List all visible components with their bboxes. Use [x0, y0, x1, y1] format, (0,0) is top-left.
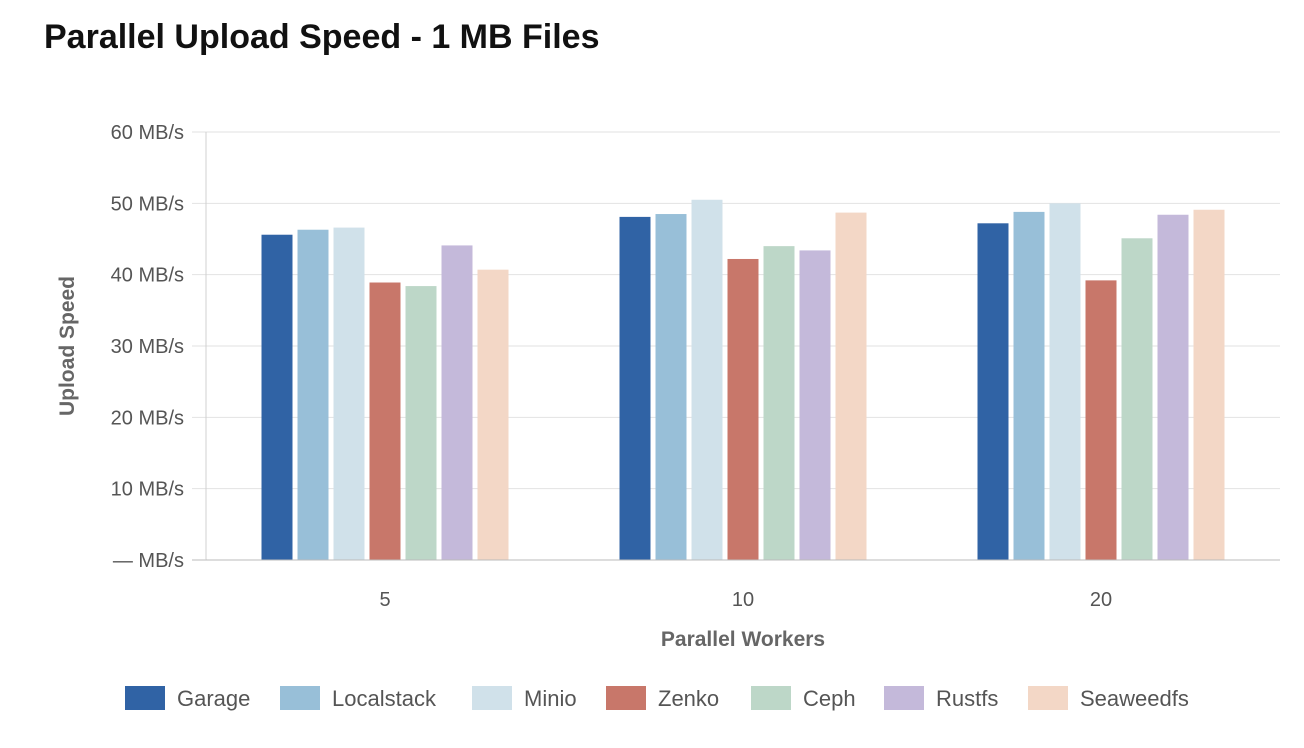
bar-localstack-10[interactable]: [655, 214, 687, 561]
bar-zenko-5[interactable]: [369, 282, 401, 560]
x-axis-title: Parallel Workers: [661, 628, 825, 651]
bar-ceph-5[interactable]: [405, 286, 437, 560]
y-tick-label: 20 MB/s: [111, 407, 184, 429]
x-tick-label: 20: [1090, 589, 1112, 611]
bar-ceph-10[interactable]: [763, 246, 795, 560]
bar-garage-10[interactable]: [619, 216, 651, 561]
legend-swatch: [125, 686, 165, 710]
bar-minio-20[interactable]: [1049, 203, 1081, 561]
legend-item-ceph[interactable]: Ceph: [751, 686, 856, 711]
y-tick-label: 60 MB/s: [111, 122, 184, 144]
bar-garage-20[interactable]: [977, 223, 1009, 560]
legend-label: Minio: [524, 686, 577, 711]
bar-localstack-5[interactable]: [297, 229, 329, 560]
x-tick-label: 5: [379, 589, 390, 611]
y-tick-label: — MB/s: [113, 550, 184, 572]
legend-label: Ceph: [803, 686, 856, 711]
y-tick-label: 30 MB/s: [111, 336, 184, 358]
x-tick-label: 10: [732, 589, 754, 611]
bar-seaweedfs-5[interactable]: [477, 269, 509, 560]
bar-zenko-20[interactable]: [1085, 280, 1117, 560]
legend-item-seaweedfs[interactable]: Seaweedfs: [1028, 686, 1189, 711]
bar-zenko-10[interactable]: [727, 258, 759, 560]
y-tick-label: 50 MB/s: [111, 193, 184, 215]
y-axis-title: Upload Speed: [56, 276, 79, 416]
bar-rustfs-20[interactable]: [1157, 214, 1189, 560]
legend-swatch: [751, 686, 791, 710]
bar-seaweedfs-20[interactable]: [1193, 209, 1225, 560]
legend-swatch: [1028, 686, 1068, 710]
bar-minio-10[interactable]: [691, 199, 723, 560]
legend-item-garage[interactable]: Garage: [125, 686, 250, 711]
y-tick-label: 40 MB/s: [111, 265, 184, 287]
bar-seaweedfs-10[interactable]: [835, 212, 867, 560]
legend-swatch: [606, 686, 646, 710]
legend-label: Seaweedfs: [1080, 686, 1189, 711]
chart-title: Parallel Upload Speed - 1 MB Files: [44, 18, 600, 56]
legend-swatch: [280, 686, 320, 710]
legend: Garage Localstack Minio Zenko Ceph Rustfs Seaw…: [125, 686, 1189, 711]
legend-item-localstack[interactable]: Localstack: [280, 686, 437, 711]
bar-rustfs-10[interactable]: [799, 250, 831, 560]
legend-swatch: [472, 686, 512, 710]
y-tick-label: 10 MB/s: [111, 479, 184, 501]
legend-item-rustfs[interactable]: Rustfs: [884, 686, 998, 711]
bar-garage-5[interactable]: [261, 234, 293, 560]
legend-label: Localstack: [332, 686, 437, 711]
bars: [261, 199, 1225, 561]
bar-ceph-20[interactable]: [1121, 238, 1153, 560]
x-axis-ticks: 5 10 20: [379, 589, 1112, 611]
bar-rustfs-5[interactable]: [441, 245, 473, 561]
legend-item-zenko[interactable]: Zenko: [606, 686, 719, 711]
legend-label: Rustfs: [936, 686, 998, 711]
bar-localstack-20[interactable]: [1013, 211, 1045, 561]
y-axis-ticks: — MB/s 10 MB/s 20 MB/s 30 MB/s 40 MB/s 50 MB/…: [111, 122, 184, 572]
bar-minio-5[interactable]: [333, 227, 365, 560]
legend-swatch: [884, 686, 924, 710]
legend-label: Garage: [177, 686, 250, 711]
legend-item-minio[interactable]: Minio: [472, 686, 577, 711]
legend-label: Zenko: [658, 686, 719, 711]
